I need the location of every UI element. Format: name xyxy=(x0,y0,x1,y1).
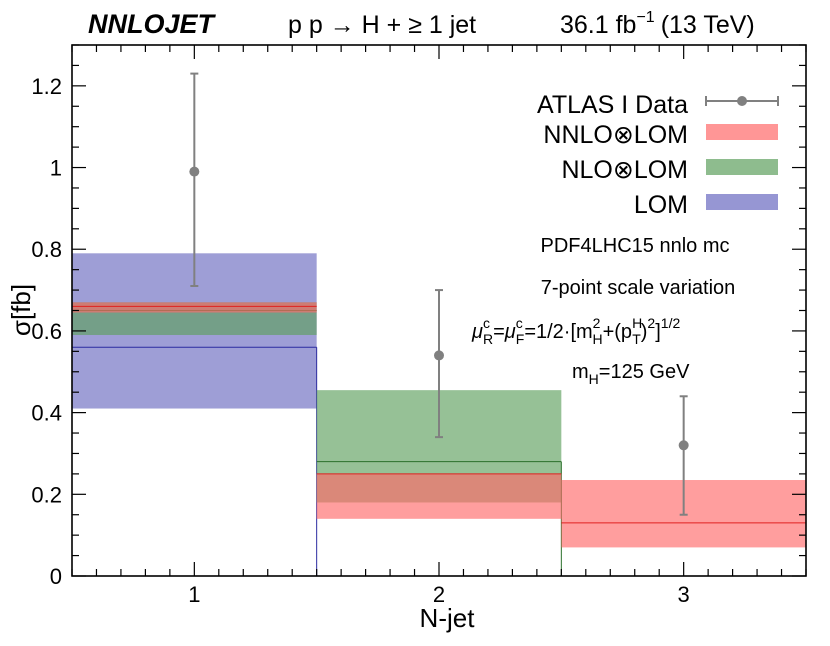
y-axis-label: σ[fb] xyxy=(6,284,36,336)
formula-close2: ] xyxy=(655,321,661,343)
formula-sub-f: F xyxy=(516,331,525,347)
formula-close: ) xyxy=(641,321,648,343)
legend-swatch-nlo xyxy=(706,159,778,175)
lumi-exponent: −1 xyxy=(636,9,654,26)
axis-ticks: 0 0.2 0.4 0.6 0.8 1 1.2 1 2 3 xyxy=(31,44,807,607)
annotation-higgs-mass: mH=125 GeV xyxy=(572,361,690,387)
data-point-2 xyxy=(434,350,444,361)
formula-plus: +(p xyxy=(603,321,632,343)
annotation-pdf: PDF4LHC15 nnlo mc xyxy=(541,235,730,257)
y-tick-label-6: 1.2 xyxy=(31,74,62,99)
mass-m: m xyxy=(572,361,589,383)
formula-mu-r: μ xyxy=(471,321,483,343)
band-nnlolom-bin2 xyxy=(316,473,562,519)
x-axis-label: N-jet xyxy=(420,603,476,633)
formula-sub-h1: H xyxy=(592,331,602,347)
x-tick-label-1: 2 xyxy=(433,582,445,607)
legend-label-lom: LOM xyxy=(634,191,688,219)
mass-value: =125 GeV xyxy=(599,361,690,383)
mass-sub-h: H xyxy=(589,371,599,387)
formula-sup-c1: c xyxy=(483,315,490,331)
logo-text: NNLOJET xyxy=(88,9,217,39)
legend-label-nnlo: NNLO⊗LOM xyxy=(543,121,688,149)
legend-label-nlo: NLO⊗LOM xyxy=(561,156,688,184)
data-point-1 xyxy=(189,166,200,177)
formula-sub-r: R xyxy=(483,331,493,347)
annotation-scale-variation: 7-point scale variation xyxy=(541,277,736,299)
process-text: p p → H + ≥ 1 jet xyxy=(288,11,476,39)
x-tick-label-0: 1 xyxy=(188,582,200,607)
legend: ATLAS I Data NNLO⊗LOM NLO⊗LOM LOM xyxy=(537,91,779,219)
formula-sup-h2: H xyxy=(632,315,642,331)
plot-area xyxy=(72,72,807,576)
formula-sup-half: 1/2 xyxy=(661,315,681,331)
formula-sup-2a: 2 xyxy=(593,315,601,331)
lumi-value: 36.1 fb xyxy=(560,11,636,39)
formula-mu-f: μ xyxy=(504,321,516,343)
data-point-3 xyxy=(678,440,689,451)
formula-sup-c2: c xyxy=(516,315,523,331)
lumi-text: 36.1 fb−1 (13 TeV) xyxy=(560,9,755,39)
y-tick-label-0: 0 xyxy=(50,564,62,589)
formula-sup-2b: 2 xyxy=(647,315,655,331)
legend-swatch-lom xyxy=(706,194,778,210)
y-tick-label-2: 0.4 xyxy=(31,401,62,426)
legend-label-data: ATLAS I Data xyxy=(537,91,688,119)
legend-marker-data-dot xyxy=(737,96,747,106)
x-tick-label-2: 3 xyxy=(678,582,690,607)
legend-swatch-nnlo xyxy=(706,124,778,140)
formula-eq: = xyxy=(493,321,505,343)
energy-value: (13 TeV) xyxy=(661,11,755,39)
formula-sub-t: T xyxy=(632,331,641,347)
y-tick-label-3: 0.6 xyxy=(31,319,62,344)
y-tick-label-1: 0.2 xyxy=(31,482,62,507)
y-tick-label-4: 0.8 xyxy=(31,237,62,262)
annotation-scale-formula: μc R=μc F=1/2·[m2 H+(pH T)2]1/2 xyxy=(471,315,680,347)
band-nnlolom-bin1 xyxy=(72,302,317,313)
y-tick-label-5: 1 xyxy=(50,156,62,181)
formula-eq2: =1/2·[m xyxy=(524,321,592,343)
